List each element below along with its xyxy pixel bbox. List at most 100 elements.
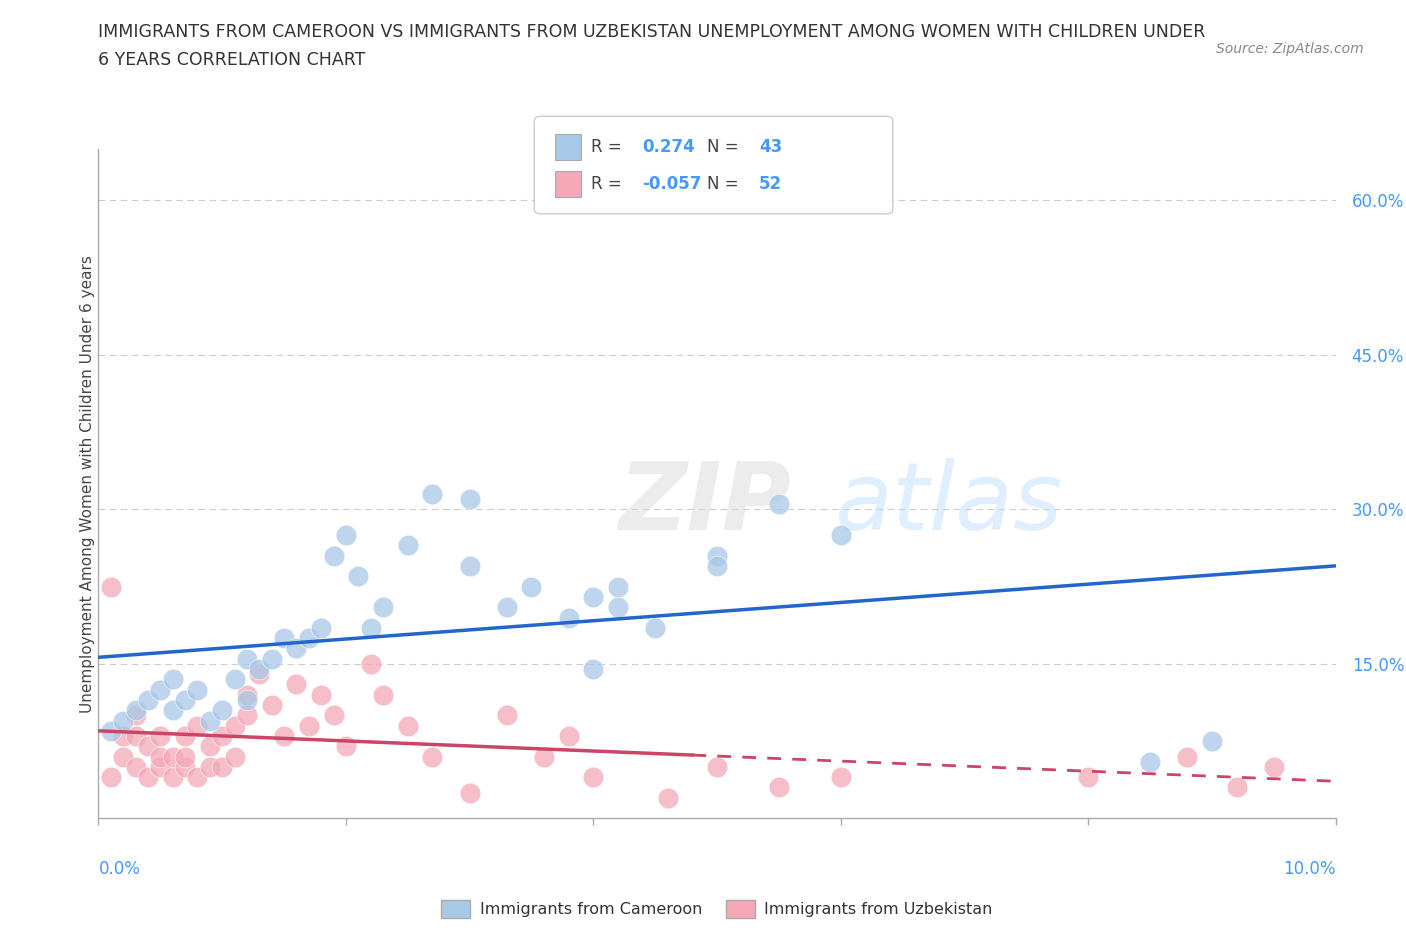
Point	[396, 718, 419, 733]
Point	[582, 590, 605, 604]
Point	[174, 760, 197, 775]
Point	[186, 718, 208, 733]
Point	[422, 486, 444, 501]
Text: 52: 52	[759, 175, 782, 193]
Point	[1139, 754, 1161, 769]
Point	[495, 708, 517, 723]
Y-axis label: Unemployment Among Women with Children Under 6 years: Unemployment Among Women with Children U…	[80, 255, 94, 712]
Text: R =: R =	[591, 138, 627, 156]
Point	[360, 620, 382, 635]
Text: IMMIGRANTS FROM CAMEROON VS IMMIGRANTS FROM UZBEKISTAN UNEMPLOYMENT AMONG WOMEN : IMMIGRANTS FROM CAMEROON VS IMMIGRANTS F…	[98, 23, 1206, 41]
Legend: Immigrants from Cameroon, Immigrants from Uzbekistan: Immigrants from Cameroon, Immigrants fro…	[434, 894, 1000, 924]
Text: 43: 43	[759, 138, 783, 156]
Point	[422, 750, 444, 764]
Point	[198, 760, 221, 775]
Point	[335, 738, 357, 753]
Point	[247, 661, 270, 676]
Point	[112, 713, 135, 728]
Point	[706, 549, 728, 564]
Point	[236, 708, 259, 723]
Point	[1175, 750, 1198, 764]
Point	[335, 527, 357, 542]
Point	[706, 760, 728, 775]
Point	[136, 770, 159, 785]
Text: 10.0%: 10.0%	[1284, 860, 1336, 878]
Point	[520, 579, 543, 594]
Point	[100, 579, 122, 594]
Text: N =: N =	[707, 175, 744, 193]
Point	[149, 750, 172, 764]
Point	[186, 770, 208, 785]
Point	[273, 728, 295, 743]
Point	[236, 693, 259, 708]
Point	[247, 667, 270, 682]
Point	[162, 671, 184, 686]
Point	[768, 497, 790, 512]
Text: atlas: atlas	[835, 458, 1063, 550]
Point	[224, 750, 246, 764]
Point	[198, 713, 221, 728]
Point	[557, 610, 579, 625]
Point	[162, 703, 184, 718]
Point	[607, 600, 630, 615]
Point	[260, 698, 283, 712]
Point	[112, 728, 135, 743]
Point	[100, 770, 122, 785]
Point	[162, 770, 184, 785]
Point	[224, 718, 246, 733]
Point	[236, 687, 259, 702]
Point	[495, 600, 517, 615]
Point	[322, 549, 344, 564]
Point	[174, 693, 197, 708]
Point	[124, 760, 146, 775]
Point	[706, 559, 728, 574]
Point	[236, 651, 259, 666]
Point	[557, 728, 579, 743]
Point	[644, 620, 666, 635]
Point	[1077, 770, 1099, 785]
Point	[198, 738, 221, 753]
Point	[211, 703, 233, 718]
Point	[1201, 734, 1223, 749]
Point	[657, 790, 679, 805]
Point	[347, 569, 370, 584]
Text: R =: R =	[591, 175, 627, 193]
Point	[458, 559, 481, 574]
Point	[136, 738, 159, 753]
Point	[371, 687, 394, 702]
Point	[830, 527, 852, 542]
Text: 0.0%: 0.0%	[98, 860, 141, 878]
Point	[124, 708, 146, 723]
Point	[162, 750, 184, 764]
Text: 6 YEARS CORRELATION CHART: 6 YEARS CORRELATION CHART	[98, 51, 366, 69]
Text: ZIP: ZIP	[619, 458, 792, 550]
Point	[285, 677, 308, 692]
Point	[322, 708, 344, 723]
Point	[174, 728, 197, 743]
Point	[582, 661, 605, 676]
Text: 0.274: 0.274	[643, 138, 696, 156]
Point	[830, 770, 852, 785]
Point	[607, 579, 630, 594]
Point	[211, 728, 233, 743]
Point	[309, 620, 332, 635]
Text: N =: N =	[707, 138, 744, 156]
Text: Source: ZipAtlas.com: Source: ZipAtlas.com	[1216, 42, 1364, 56]
Point	[149, 683, 172, 698]
Point	[458, 785, 481, 800]
Point	[136, 693, 159, 708]
Point	[186, 683, 208, 698]
Text: -0.057: -0.057	[643, 175, 702, 193]
Point	[582, 770, 605, 785]
Point	[124, 703, 146, 718]
Point	[1263, 760, 1285, 775]
Point	[1226, 780, 1249, 795]
Point	[174, 750, 197, 764]
Point	[224, 671, 246, 686]
Point	[100, 724, 122, 738]
Point	[112, 750, 135, 764]
Point	[149, 728, 172, 743]
Point	[768, 780, 790, 795]
Point	[285, 641, 308, 656]
Point	[309, 687, 332, 702]
